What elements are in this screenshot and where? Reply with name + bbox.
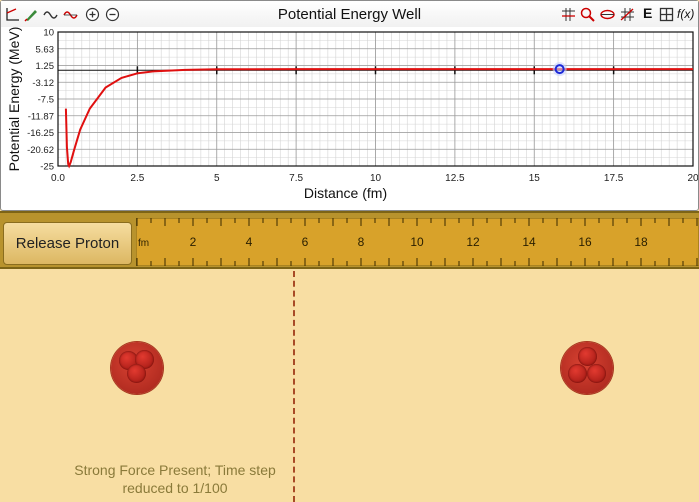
simulation-area: Strong Force Present; Time step reduced … <box>0 271 699 502</box>
y-tick-label: -16.25 <box>27 128 54 139</box>
wave-red-icon[interactable] <box>63 7 78 22</box>
ruler-label: 14 <box>522 235 536 249</box>
plot-frame <box>57 31 694 167</box>
ruler-unit-label: fm <box>138 238 149 249</box>
x-tick-label: 20 <box>687 173 698 184</box>
center-dashed-line <box>293 271 295 502</box>
potential-energy-graph-window: Potential Energy Well E f(x) 0.0 2.5 5 7.5 1… <box>0 0 699 211</box>
pen-icon[interactable] <box>24 7 39 22</box>
status-message: Strong Force Present; Time step reduced … <box>74 462 276 496</box>
grid-toggle-icon[interactable] <box>659 7 674 22</box>
function-button[interactable]: f(x) <box>677 7 695 21</box>
potential-energy-chart[interactable]: 0.0 2.5 5 7.5 10 12.5 15 17.5 20 10 5.63 1.25 -3.12 -… <box>1 25 698 211</box>
zoom-axis-icon[interactable] <box>561 7 576 22</box>
potential-curve <box>64 68 693 169</box>
nucleon <box>587 364 606 383</box>
x-tick-label: 5 <box>214 173 220 184</box>
y-tick-label: -11.87 <box>28 111 54 122</box>
y-tick-label: -20.62 <box>27 145 54 156</box>
axes-icon[interactable] <box>5 7 20 22</box>
wave-icon[interactable] <box>43 7 58 22</box>
nucleon <box>578 347 597 366</box>
x-axis-label: Distance (fm) <box>304 185 387 201</box>
x-tick-label: 7.5 <box>289 173 303 184</box>
y-tick-label: 1.25 <box>36 61 55 72</box>
graph-title-bar: Potential Energy Well E f(x) <box>1 1 698 27</box>
zoom-in-icon[interactable] <box>85 7 100 22</box>
x-tick-label: 0.0 <box>51 173 65 184</box>
energy-button[interactable]: E <box>643 5 653 21</box>
zoom-icon[interactable] <box>580 7 595 22</box>
ruler-label: 2 <box>190 235 197 249</box>
y-tick-label: -7.5 <box>38 95 54 106</box>
distance-ruler[interactable]: fm 2 4 6 8 10 12 14 16 18 <box>136 218 699 266</box>
ruler-label: 16 <box>578 235 592 249</box>
zoom-out-icon[interactable] <box>105 7 120 22</box>
left-nucleus[interactable] <box>111 342 163 394</box>
ruler-label: 4 <box>246 235 253 249</box>
ruler-label: 6 <box>302 235 309 249</box>
ruler-label: 8 <box>358 235 365 249</box>
nucleon <box>127 364 146 383</box>
release-proton-button[interactable]: Release Proton <box>3 222 132 265</box>
x-tick-label: 17.5 <box>604 173 624 184</box>
x-tick-label: 15 <box>529 173 541 184</box>
y-tick-label: -3.12 <box>32 78 54 89</box>
ruler-label: 12 <box>466 235 480 249</box>
right-nucleus[interactable] <box>561 342 613 394</box>
nucleon <box>568 364 587 383</box>
y-tick-label: 5.63 <box>36 44 55 55</box>
x-tick-label: 12.5 <box>445 173 465 184</box>
position-marker[interactable] <box>554 64 565 75</box>
ruler-label: 10 <box>410 235 424 249</box>
y-axis-label: Potential Energy (MeV) <box>6 27 22 172</box>
y-tick-label: -25 <box>40 162 54 173</box>
grid-icon[interactable] <box>620 7 635 22</box>
zoom-fit-icon[interactable] <box>600 7 615 22</box>
y-tick-label: 10 <box>43 28 54 39</box>
control-strip: Release Proton fm 2 4 6 8 10 12 14 16 18 <box>0 211 699 269</box>
x-tick-label: 10 <box>370 173 382 184</box>
graph-title: Potential Energy Well <box>277 6 422 23</box>
x-tick-label: 2.5 <box>130 173 144 184</box>
ruler-label: 18 <box>634 235 648 249</box>
